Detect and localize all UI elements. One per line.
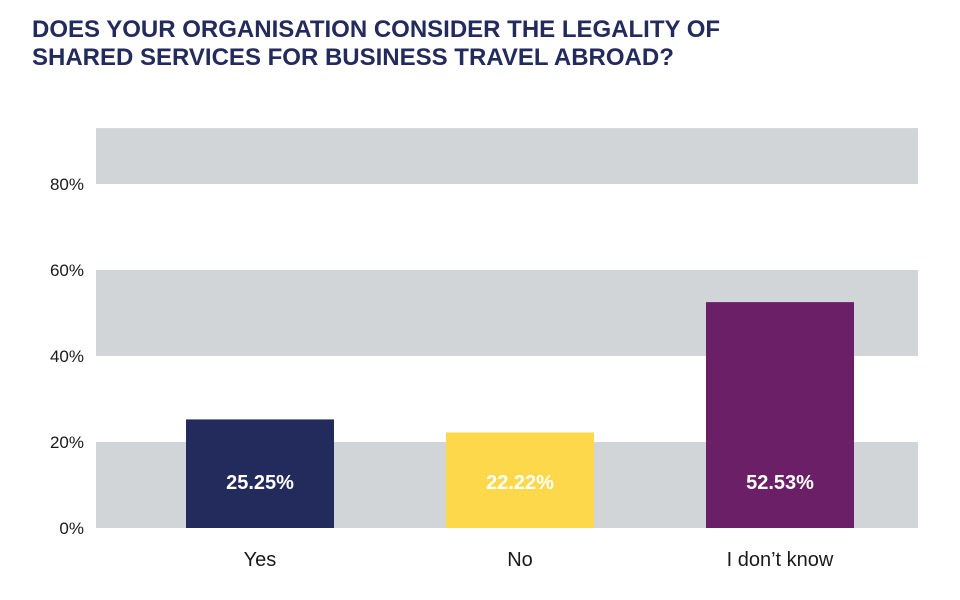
x-tick-label: Yes [244,549,277,571]
data-label: 25.25% [226,472,294,494]
chart-title: DOES YOUR ORGANISATION CONSIDER THE LEGA… [32,16,932,72]
x-tick-label: No [507,549,533,571]
chart-title-line-2: SHARED SERVICES FOR BUSINESS TRAVEL ABRO… [32,44,674,71]
bar [706,302,854,528]
bars: 25.25% 22.22% 52.53% [186,302,854,528]
x-tick-label: I don’t know [727,549,834,571]
bar [446,432,594,528]
y-tick-label: 60% [50,261,84,280]
x-axis: Yes No I don’t know [244,549,834,571]
y-axis: 0% 20% 40% 60% 80% [50,175,84,538]
y-tick-label: 40% [50,347,84,366]
data-label: 52.53% [746,472,814,494]
data-label: 22.22% [486,472,554,494]
chart-title-line-1: DOES YOUR ORGANISATION CONSIDER THE LEGA… [32,16,721,43]
y-tick-label: 0% [59,519,84,538]
y-tick-label: 80% [50,175,84,194]
y-tick-label: 20% [50,433,84,452]
bar [186,419,334,528]
grid-band-3 [96,128,918,184]
